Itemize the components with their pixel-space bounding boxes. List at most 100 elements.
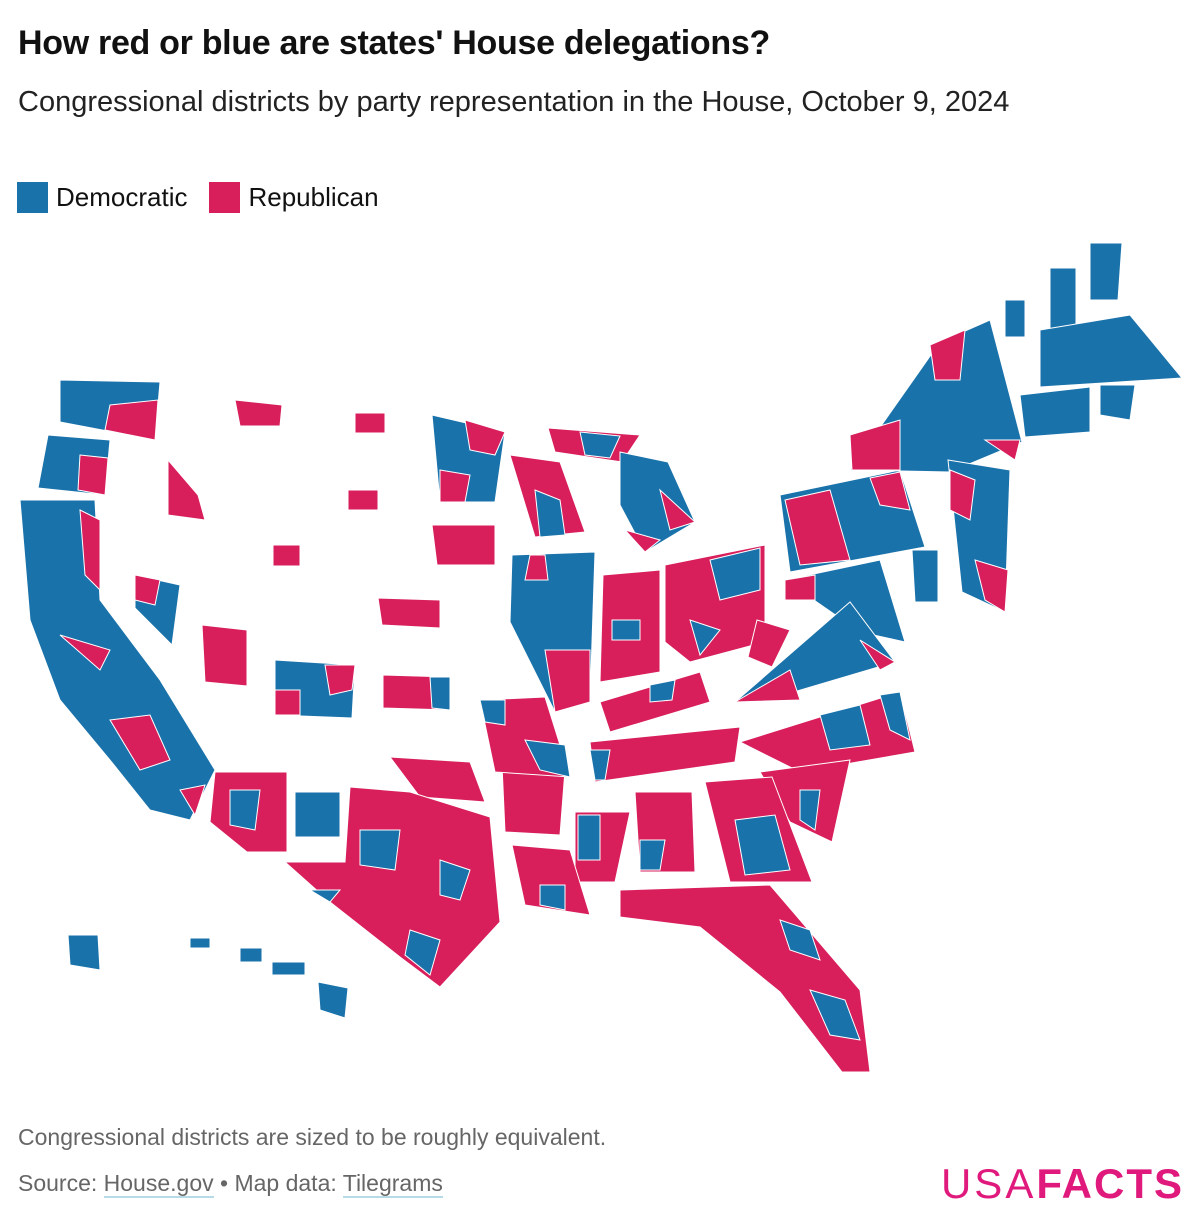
district-group-republican — [109, 714, 171, 771]
district-group-republican — [784, 574, 816, 601]
district-group-democratic — [294, 791, 341, 838]
state-ak — [67, 934, 101, 971]
district-group-democratic — [404, 929, 441, 976]
district-group-democratic — [524, 739, 571, 778]
state-nc — [738, 691, 916, 773]
district-group-republican — [983, 439, 1021, 461]
district-group-democratic — [317, 981, 349, 1019]
district-group-democratic — [879, 691, 911, 741]
district-group-democratic — [229, 789, 261, 831]
district-group-republican — [974, 559, 1009, 613]
district-group-democratic — [429, 676, 451, 711]
source-separator: • — [220, 1170, 229, 1196]
state-mo — [479, 696, 571, 778]
state-pa — [779, 469, 926, 573]
district-group-republican — [377, 597, 441, 629]
state-de — [911, 549, 939, 603]
district-group-democratic — [1004, 299, 1026, 338]
district-group-republican — [431, 524, 496, 566]
district-group-republican — [59, 634, 111, 671]
state-mt — [234, 399, 283, 427]
district-group-republican — [859, 639, 896, 671]
state-vt — [1004, 299, 1026, 338]
legend: Democratic Republican — [17, 182, 401, 213]
state-ny — [849, 319, 1023, 473]
district-group-republican — [524, 554, 549, 581]
state-nh — [1049, 267, 1077, 331]
state-tx — [283, 786, 501, 988]
district-group-democratic — [239, 947, 263, 963]
district-group-republican — [354, 412, 386, 434]
district-group-democratic — [911, 549, 939, 603]
state-sd — [347, 489, 379, 511]
district-group-democratic — [779, 919, 821, 961]
district-group-republican — [104, 399, 159, 441]
state-tn — [589, 726, 741, 783]
district-group-republican — [324, 664, 356, 696]
state-ca — [19, 499, 216, 821]
district-group-republican — [619, 884, 871, 1073]
district-group-republican — [272, 544, 301, 567]
legend-item-republican: Republican — [209, 182, 379, 213]
state-mn — [431, 414, 506, 503]
district-group-democratic — [534, 489, 566, 538]
district-group-republican — [77, 454, 109, 496]
page-subtitle: Congressional districts by party represe… — [18, 86, 1010, 118]
district-group-republican — [929, 329, 966, 381]
district-group-republican — [201, 624, 248, 687]
usafacts-logo: USAFACTS — [940, 1160, 1184, 1207]
source-link-house-gov[interactable]: House.gov — [103, 1170, 214, 1198]
state-ml — [619, 451, 696, 553]
district-group-republican — [747, 619, 791, 668]
district-group-republican — [784, 489, 851, 566]
district-group-republican — [283, 786, 501, 988]
district-group-republican — [623, 529, 662, 553]
source-line: Source: House.gov • Map data: Tilegrams — [18, 1170, 443, 1198]
district-group-democratic — [611, 619, 641, 641]
district-group-republican — [544, 649, 591, 713]
state-la — [511, 844, 591, 916]
state-al — [634, 791, 696, 873]
footnote: Congressional districts are sized to be … — [18, 1124, 607, 1150]
state-az — [209, 771, 288, 853]
source-map-data-label: Map data: — [234, 1170, 337, 1196]
state-sc — [759, 759, 851, 843]
district-group-democratic — [439, 859, 471, 901]
state-in — [599, 569, 661, 683]
state-wy — [272, 544, 301, 567]
legend-item-democratic: Democratic — [17, 182, 187, 213]
district-group-republican — [589, 726, 741, 783]
district-group-republican — [439, 469, 471, 503]
state-wi — [509, 454, 586, 538]
district-group-republican — [388, 756, 486, 803]
legend-swatch-democratic — [17, 182, 48, 213]
district-group-republican — [849, 419, 901, 471]
state-mu — [547, 427, 641, 463]
district-group-democratic — [67, 934, 101, 971]
district-group-democratic — [579, 431, 621, 459]
state-nv — [134, 574, 181, 647]
district-group-democratic — [589, 749, 611, 781]
district-group-democratic — [19, 499, 216, 821]
state-va — [733, 601, 896, 703]
district-group-democratic — [1049, 267, 1077, 331]
district-group-democratic — [189, 937, 211, 949]
district-group-republican — [167, 458, 206, 521]
district-group-democratic — [271, 961, 306, 976]
page-title: How red or blue are states' House delega… — [18, 24, 770, 62]
district-group-republican — [79, 509, 101, 592]
district-group-democratic — [359, 829, 401, 871]
state-oh — [664, 544, 766, 663]
state-wa — [59, 379, 161, 441]
district-group-republican — [134, 574, 161, 606]
district-tilegram-map — [19, 242, 1184, 1073]
district-group-republican — [734, 669, 801, 703]
district-group-democratic — [819, 704, 871, 751]
district-group-republican — [869, 471, 911, 511]
source-link-tilegrams[interactable]: Tilegrams — [342, 1170, 443, 1198]
district-group-democratic — [649, 679, 676, 703]
source-prefix: Source: — [18, 1170, 98, 1196]
state-me — [1089, 242, 1123, 301]
state-nd — [354, 412, 386, 434]
state-ms — [574, 811, 631, 883]
